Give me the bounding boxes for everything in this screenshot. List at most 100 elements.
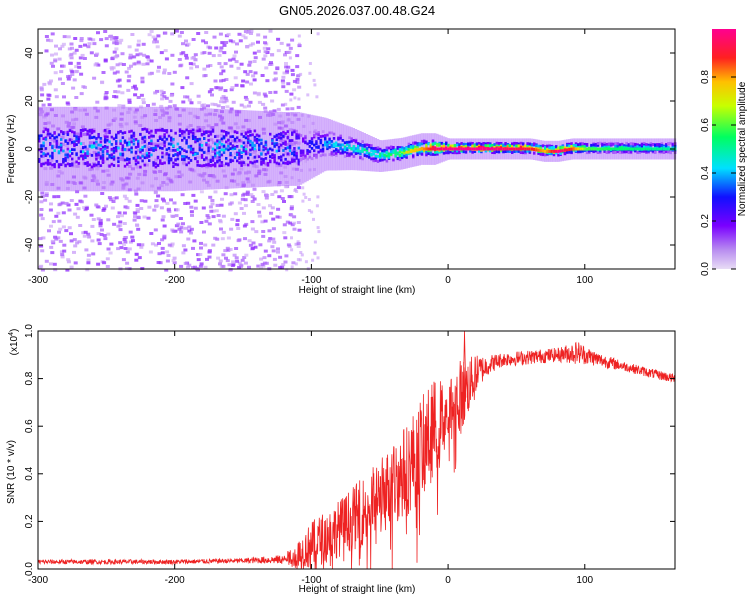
ridge-cell (517, 142, 521, 146)
noise-cell (172, 261, 177, 265)
noise-cell (167, 210, 172, 213)
ridge-cell (339, 151, 342, 155)
ridge-core (528, 147, 532, 151)
ridge-core (522, 147, 525, 151)
ridge-cell (304, 160, 307, 163)
ridge-cell (511, 144, 514, 148)
ridge-cell (117, 130, 120, 134)
ridge-cell (64, 156, 67, 160)
ridge-halo (277, 111, 281, 187)
ridge-cell (88, 129, 92, 133)
ridge-cell (495, 141, 499, 145)
noise-cell (206, 216, 211, 220)
ridge-cell (104, 140, 107, 144)
ridge-cell (299, 134, 303, 137)
ridge-cell (282, 142, 285, 145)
ridge-cell (150, 142, 153, 146)
noise-cell (210, 199, 215, 202)
noise-cell (197, 101, 202, 105)
noise-cell (130, 33, 135, 36)
noise-cell (148, 250, 153, 254)
ridge-cell (605, 142, 609, 146)
ridge-cell (251, 147, 254, 151)
ridge-cell (128, 140, 131, 144)
noise-cell (213, 103, 218, 107)
ridge-cell (152, 134, 155, 138)
ridge-cell (260, 142, 263, 145)
ridge-cell (315, 140, 318, 143)
ridge-cell (231, 159, 235, 163)
ridge-cell (643, 142, 646, 145)
ridge-cell (493, 151, 496, 155)
ridge-cell (280, 143, 283, 147)
noise-cell (86, 258, 91, 262)
noise-cell (60, 82, 65, 85)
ridge-cell (233, 130, 237, 134)
noise-cell (236, 66, 241, 70)
ridge-cell (291, 152, 294, 156)
noise-cell (221, 214, 226, 218)
ridge-cell (319, 148, 323, 152)
noise-cell (227, 263, 232, 267)
ridge-cell (73, 140, 76, 144)
noise-cell (136, 215, 141, 219)
ridge-cell (134, 150, 138, 154)
ridge-cell (467, 145, 470, 149)
ridge-cell (126, 141, 129, 145)
noise-cell (81, 231, 86, 235)
noise-cell (297, 97, 301, 101)
noise-cell (300, 253, 304, 257)
noise-cell (167, 105, 172, 109)
ridge-cell (277, 132, 281, 136)
ridge-cell (163, 135, 166, 139)
noise-cell (233, 212, 238, 216)
ridge-cell (321, 143, 325, 147)
ridge-cell (51, 156, 54, 160)
noise-cell (123, 247, 128, 250)
ridge-core (412, 149, 415, 153)
ridge-cell (57, 163, 61, 166)
noise-cell (265, 79, 270, 83)
ridge-halo (328, 119, 331, 171)
noise-cell (233, 192, 238, 196)
ridge-cell (434, 153, 437, 156)
ridge-cell (51, 144, 54, 148)
noise-cell (241, 79, 246, 83)
ridge-cell (372, 157, 375, 161)
ridge-cell (207, 163, 210, 167)
ridge-cell (418, 150, 422, 153)
noise-cell (160, 93, 165, 97)
ridge-cell (361, 150, 364, 153)
ridge-cell (161, 151, 164, 155)
ridge-cell (339, 136, 342, 140)
noise-cell (316, 32, 320, 36)
ridge-core (645, 147, 648, 151)
ridge-cell (308, 150, 312, 153)
noise-cell (49, 61, 54, 65)
noise-cell (69, 61, 73, 65)
ridge-cell (511, 142, 514, 146)
noise-cell (137, 62, 142, 66)
noise-cell (204, 41, 208, 45)
ridge-cell (405, 146, 408, 150)
ridge-core (431, 147, 435, 151)
noise-cell (218, 219, 223, 223)
noise-cell (53, 235, 58, 239)
ridge-halo (57, 106, 61, 192)
ridge-cell (198, 146, 202, 149)
noise-cell (181, 251, 186, 255)
ridge-cell (88, 134, 92, 138)
snr-scale-label: (x104) (8, 329, 20, 356)
noise-cell (289, 195, 294, 199)
ridge-cell (46, 160, 50, 164)
noise-cell (222, 43, 227, 47)
ridge-cell (363, 148, 367, 152)
ridge-cell (244, 148, 248, 151)
ridge-cell (381, 149, 384, 153)
noise-cell (243, 204, 248, 208)
ridge-core (656, 147, 659, 151)
noise-cell (219, 100, 224, 104)
noise-cell (136, 243, 141, 247)
ridge-cell (319, 154, 323, 158)
ridge-cell (211, 159, 215, 162)
